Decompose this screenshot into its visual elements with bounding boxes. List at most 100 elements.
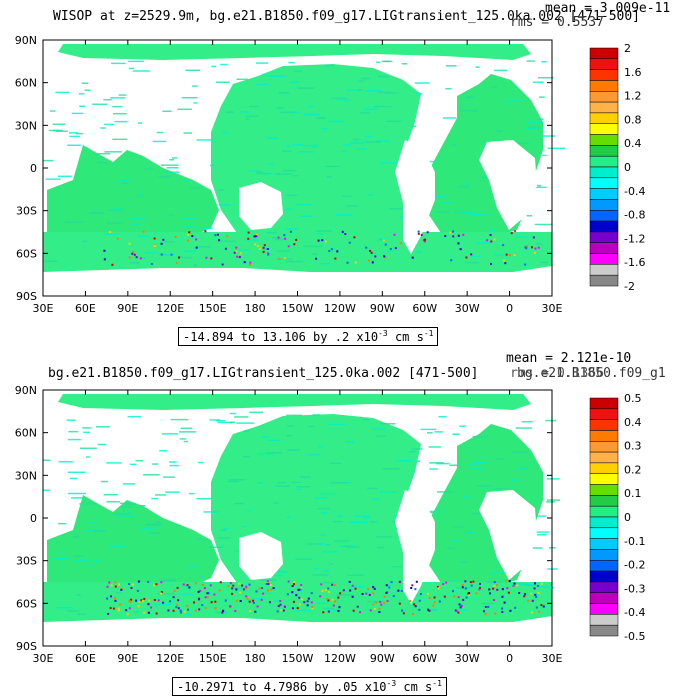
- colorbar-swatch: [589, 177, 619, 189]
- data-speck: [194, 582, 197, 585]
- data-speck: [231, 587, 234, 590]
- data-speck: [126, 613, 129, 616]
- ocean-texture: [526, 60, 535, 62]
- ocean-texture: [45, 178, 61, 180]
- data-speck: [195, 238, 198, 241]
- ocean-texture: [141, 527, 153, 530]
- data-speck: [478, 588, 481, 591]
- ocean-texture: [268, 163, 274, 166]
- colorbar-label: -0.2: [624, 559, 645, 572]
- ocean-texture: [235, 249, 250, 251]
- data-speck: [204, 230, 207, 233]
- ocean-texture: [211, 65, 217, 68]
- ocean-texture: [183, 250, 197, 253]
- ocean-texture: [129, 262, 140, 264]
- ocean-texture: [360, 77, 371, 80]
- panel2-map-area: [43, 390, 560, 646]
- colorbar-swatch: [589, 603, 619, 615]
- ocean-texture: [472, 435, 489, 438]
- ocean-texture: [52, 123, 66, 126]
- ocean-texture: [359, 112, 371, 114]
- ocean-texture: [256, 83, 269, 86]
- data-speck: [502, 244, 505, 247]
- panel1-mean: mean = 3.009e-11: [545, 1, 671, 16]
- ocean-texture: [165, 491, 180, 493]
- ocean-texture: [43, 489, 50, 492]
- data-speck: [291, 584, 294, 587]
- colorbar-swatch: [589, 430, 619, 442]
- ocean-texture: [117, 179, 130, 181]
- ocean-texture: [76, 594, 82, 596]
- ocean-texture: [168, 214, 175, 217]
- ocean-texture: [202, 227, 213, 229]
- land-region: [395, 140, 435, 254]
- data-speck: [177, 607, 180, 610]
- ocean-texture: [349, 521, 368, 524]
- data-speck: [160, 590, 163, 593]
- data-speck: [204, 606, 207, 609]
- colorbar-label: -1.2: [624, 232, 645, 245]
- ocean-texture: [199, 576, 204, 579]
- ocean-texture: [369, 521, 377, 523]
- data-speck: [260, 587, 263, 590]
- data-speck: [160, 253, 163, 256]
- ocean-texture: [412, 598, 420, 600]
- data-speck: [235, 599, 238, 602]
- data-speck: [321, 239, 324, 242]
- data-speck: [540, 582, 543, 585]
- ocean-texture: [286, 414, 303, 417]
- ocean-texture: [341, 195, 353, 197]
- data-speck: [356, 605, 359, 608]
- ocean-texture: [93, 530, 106, 532]
- ocean-texture: [473, 461, 488, 463]
- ocean-texture: [49, 110, 56, 112]
- data-speck: [417, 232, 420, 235]
- ocean-texture: [319, 534, 326, 536]
- ocean-texture: [387, 250, 395, 253]
- data-speck: [524, 593, 527, 596]
- data-speck: [374, 601, 377, 604]
- ocean-texture: [322, 551, 338, 553]
- ocean-texture: [244, 239, 260, 241]
- data-speck: [254, 610, 257, 613]
- data-speck: [538, 610, 541, 613]
- ocean-texture: [112, 105, 123, 108]
- data-speck: [455, 610, 458, 613]
- data-speck: [255, 590, 258, 593]
- ocean-texture: [332, 520, 344, 523]
- ocean-texture: [67, 438, 81, 441]
- ocean-texture: [162, 110, 172, 112]
- ocean-texture: [218, 189, 224, 191]
- panel2-mean: mean = 2.121e-10: [506, 351, 632, 366]
- ocean-texture: [296, 204, 312, 206]
- data-speck: [317, 239, 320, 242]
- ocean-texture: [362, 418, 370, 421]
- data-speck: [402, 612, 405, 615]
- data-speck: [210, 257, 213, 260]
- data-speck: [113, 597, 116, 600]
- ocean-texture: [190, 186, 203, 189]
- data-speck: [286, 593, 289, 596]
- x-tick-label: 150W: [282, 652, 314, 665]
- ocean-texture: [255, 171, 263, 173]
- ocean-texture: [111, 208, 124, 210]
- ocean-texture: [285, 434, 292, 437]
- ocean-texture: [245, 115, 258, 118]
- ocean-texture: [181, 225, 198, 227]
- colorbar-swatch: [589, 397, 619, 410]
- ocean-texture: [170, 418, 189, 421]
- colorbar-label: -1.6: [624, 256, 645, 269]
- data-speck: [187, 233, 190, 236]
- colorbar-label: -2: [624, 280, 635, 293]
- data-speck: [509, 609, 512, 612]
- ocean-texture: [320, 262, 334, 265]
- ocean-texture: [92, 103, 108, 106]
- ocean-texture: [416, 92, 422, 95]
- ocean-texture: [180, 593, 194, 596]
- x-tick-label: 30W: [455, 652, 480, 665]
- data-speck: [279, 600, 282, 603]
- data-speck: [299, 588, 302, 591]
- land-region: [43, 272, 552, 296]
- ocean-texture: [350, 586, 365, 588]
- ocean-texture: [193, 102, 198, 104]
